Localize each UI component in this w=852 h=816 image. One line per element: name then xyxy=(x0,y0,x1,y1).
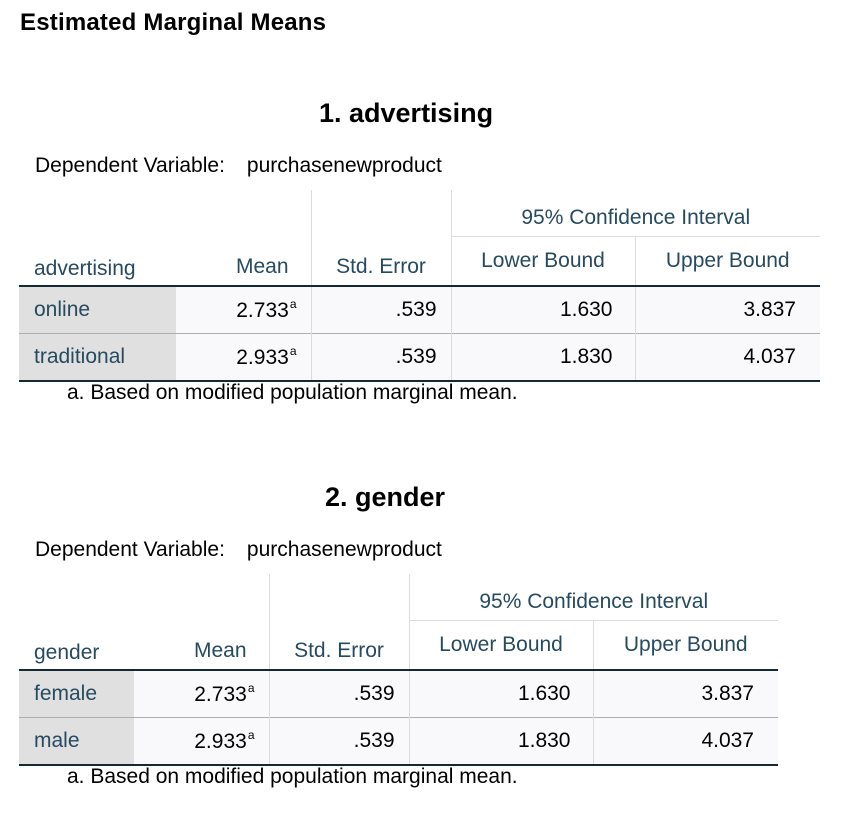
header-row-top: 95% Confidence Interval xyxy=(19,190,820,237)
dependent-variable-line: Dependent Variable: purchasenewproduct xyxy=(35,154,442,178)
row-label: traditional xyxy=(19,333,176,381)
std-error-cell: .539 xyxy=(268,717,409,765)
column-header-lower-bound: Lower Bound xyxy=(408,620,593,670)
lower-bound-cell: 1.630 xyxy=(450,285,635,333)
upper-bound-cell: 3.837 xyxy=(592,669,778,717)
std-error-cell: .539 xyxy=(268,669,409,717)
upper-bound-cell: 4.037 xyxy=(592,717,778,765)
dependent-variable-value: purchasenewproduct xyxy=(246,538,442,561)
table-row: male 2.933a .539 1.830 4.037 xyxy=(19,717,778,765)
mean-cell: 2.933a xyxy=(176,333,311,381)
mean-cell: 2.933a xyxy=(134,717,269,765)
dependent-variable-line: Dependent Variable: purchasenewproduct xyxy=(35,538,442,562)
column-header-upper-bound: Upper Bound xyxy=(634,236,820,286)
column-header-std-error: Std. Error xyxy=(310,236,451,286)
dependent-variable-label: Dependent Variable: xyxy=(35,538,225,561)
column-header-factor: gender xyxy=(34,640,100,664)
column-header-std-error: Std. Error xyxy=(268,620,409,670)
header-row: advertising Mean Std. Error Lower Bound … xyxy=(19,236,820,286)
estimates-table: 95% Confidence Interval gender Mean Std.… xyxy=(19,574,778,766)
dependent-variable-value: purchasenewproduct xyxy=(246,154,442,177)
table-footnote: a. Based on modified population marginal… xyxy=(67,381,518,404)
lower-bound-cell: 1.830 xyxy=(450,333,635,381)
table-footnote: a. Based on modified population marginal… xyxy=(67,765,518,788)
upper-bound-cell: 3.837 xyxy=(634,285,820,333)
table-row: traditional 2.933a .539 1.830 4.037 xyxy=(19,333,820,381)
footnote-marker: a xyxy=(289,343,297,358)
column-header-upper-bound: Upper Bound xyxy=(592,620,778,670)
mean-cell: 2.733a xyxy=(176,285,311,333)
column-header-mean: Mean xyxy=(235,254,289,278)
footnote-marker: a xyxy=(247,727,255,742)
estimates-table: 95% Confidence Interval advertising Mean… xyxy=(19,190,820,382)
table-row: online 2.733a .539 1.630 3.837 xyxy=(19,285,820,333)
table-title: 2. gender xyxy=(325,482,446,512)
header-row-top: 95% Confidence Interval xyxy=(19,574,778,621)
column-header-factor: advertising xyxy=(34,256,136,280)
row-label: male xyxy=(19,717,134,765)
header-row: gender Mean Std. Error Lower Bound Upper… xyxy=(19,620,778,670)
column-header-lower-bound: Lower Bound xyxy=(450,236,635,286)
std-error-cell: .539 xyxy=(310,285,451,333)
lower-bound-cell: 1.830 xyxy=(408,717,593,765)
std-error-cell: .539 xyxy=(310,333,451,381)
ci-header: 95% Confidence Interval xyxy=(408,574,778,621)
dependent-variable-label: Dependent Variable: xyxy=(35,154,225,177)
column-header-mean: Mean xyxy=(193,638,247,662)
row-label: online xyxy=(19,285,176,333)
footnote-marker: a xyxy=(289,296,297,311)
table-row: female 2.733a .539 1.630 3.837 xyxy=(19,669,778,717)
ci-header: 95% Confidence Interval xyxy=(450,190,820,237)
lower-bound-cell: 1.630 xyxy=(408,669,593,717)
mean-cell: 2.733a xyxy=(134,669,269,717)
row-label: female xyxy=(19,669,134,717)
table-title: 1. advertising xyxy=(319,98,494,128)
upper-bound-cell: 4.037 xyxy=(634,333,820,381)
page-heading: Estimated Marginal Means xyxy=(20,9,327,36)
footnote-marker: a xyxy=(247,680,255,695)
